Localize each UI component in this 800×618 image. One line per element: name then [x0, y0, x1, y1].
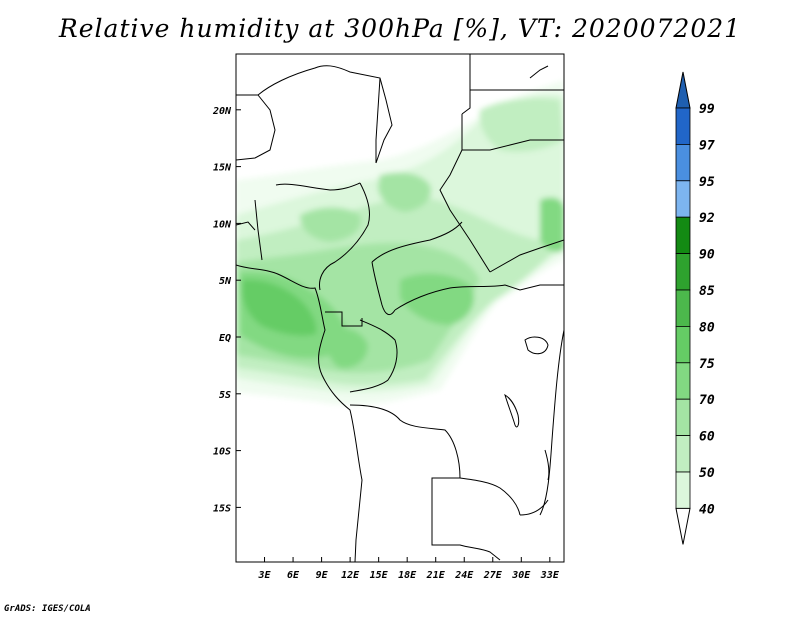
y-tick-label: 5N — [219, 276, 232, 287]
border-cameroon-car — [371, 261, 396, 316]
colorbar-label: 97 — [699, 138, 715, 153]
y-tick-label: 10N — [213, 219, 232, 230]
colorbar-label: 92 — [699, 211, 715, 226]
rh-blob-north — [378, 172, 431, 212]
border-nigeria-north — [275, 182, 361, 191]
border-chad-sudan — [439, 114, 491, 273]
lake-victoria — [524, 336, 549, 355]
x-tick-label: 27E — [483, 570, 503, 581]
map-frame — [235, 53, 565, 563]
colorbar-swatch — [675, 253, 691, 291]
border-benin-togo — [254, 199, 263, 261]
grads-credit: GrADS: IGES/COLA — [4, 604, 91, 614]
colorbar-swatch — [675, 435, 691, 473]
colorbar-swatch — [675, 289, 691, 327]
border-mozambique — [519, 499, 549, 516]
y-tick-label: EQ — [219, 333, 231, 344]
border-ghana-burkina — [236, 221, 256, 231]
rh-band-80 — [242, 279, 317, 336]
lake-tanganyika — [504, 393, 520, 428]
colorbar-bottom-arrow — [675, 507, 691, 545]
sinai-coast — [529, 65, 549, 79]
colorbar-top-arrow — [675, 71, 691, 109]
colorbar-label: 90 — [699, 248, 715, 263]
rh-blob-central — [400, 273, 474, 325]
border-car-north — [371, 221, 463, 263]
border-mali-niger — [236, 94, 276, 161]
border-car-south — [394, 284, 564, 311]
lake-malawi — [544, 449, 550, 481]
coastlines-borders — [236, 54, 564, 562]
y-tick-label: 15S — [213, 503, 231, 514]
x-tick-label: 6E — [287, 570, 300, 581]
border-niger-algeria — [236, 65, 393, 164]
colorbar-legend: 99 97 95 92 90 85 80 75 70 60 50 40 — [675, 71, 715, 545]
border-libya-egypt — [461, 54, 471, 115]
rh-blob-west — [300, 207, 361, 242]
x-tick-label: 12E — [341, 570, 360, 581]
border-libya-chad — [375, 77, 381, 163]
colorbar-swatch — [675, 471, 691, 509]
border-gabon — [325, 311, 363, 327]
x-axis: 3E 6E 9E 12E 15E 18E 21E 24E 27E 30E 33E — [258, 557, 560, 581]
humidity-field — [236, 80, 564, 405]
rh-blob-south — [327, 328, 368, 369]
colorbar-label: 85 — [699, 284, 715, 299]
chart-title: Relative humidity at 300hPa [%], VT: 202… — [58, 14, 742, 43]
colorbar-swatch — [675, 325, 691, 364]
x-tick-label: 33E — [540, 570, 560, 581]
colorbar-label: 60 — [699, 430, 715, 445]
x-tick-label: 3E — [258, 570, 272, 581]
x-tick-label: 21E — [426, 570, 446, 581]
west-africa-coast — [236, 264, 363, 562]
colorbar-label: 70 — [699, 393, 715, 408]
x-tick-label: 18E — [398, 570, 417, 581]
colorbar-label: 99 — [699, 102, 715, 117]
border-congo-drc — [349, 319, 398, 393]
colorbar-label: 80 — [699, 320, 715, 335]
east-africa-coast — [539, 329, 564, 516]
x-tick-label: 15E — [370, 570, 389, 581]
colorbar-label: 95 — [699, 175, 715, 190]
border-east-upper — [462, 139, 564, 151]
colorbar-label: 75 — [699, 357, 715, 372]
colorbar-label: 50 — [699, 466, 715, 481]
colorbar-swatch — [675, 180, 691, 218]
rh-blob-east — [540, 197, 564, 252]
border-zambia-east — [459, 477, 521, 516]
x-tick-label: 9E — [316, 570, 329, 581]
y-tick-label: 5S — [219, 390, 231, 401]
y-tick-label: 15N — [213, 163, 232, 174]
border-drc-angola — [349, 404, 461, 479]
x-tick-label: 30E — [511, 570, 531, 581]
colorbar-swatch — [675, 216, 691, 254]
colorbar-swatch — [675, 398, 691, 437]
rh-blob-ne — [479, 98, 564, 152]
y-tick-label: 10S — [213, 447, 231, 458]
colorbar-swatch — [675, 143, 691, 182]
y-axis: 20N 15N 10N 5N EQ 5S 10S 15S — [212, 106, 241, 514]
colorbar-label: 40 — [699, 502, 715, 517]
border-angola-namibia-zambia — [431, 477, 501, 561]
colorbar-swatch — [675, 362, 691, 400]
border-sudan-ethiopia — [489, 239, 564, 273]
x-tick-label: 24E — [454, 570, 474, 581]
border-nigeria-cameroon — [319, 182, 371, 291]
y-tick-label: 20N — [212, 106, 232, 117]
colorbar-swatch — [675, 107, 691, 145]
